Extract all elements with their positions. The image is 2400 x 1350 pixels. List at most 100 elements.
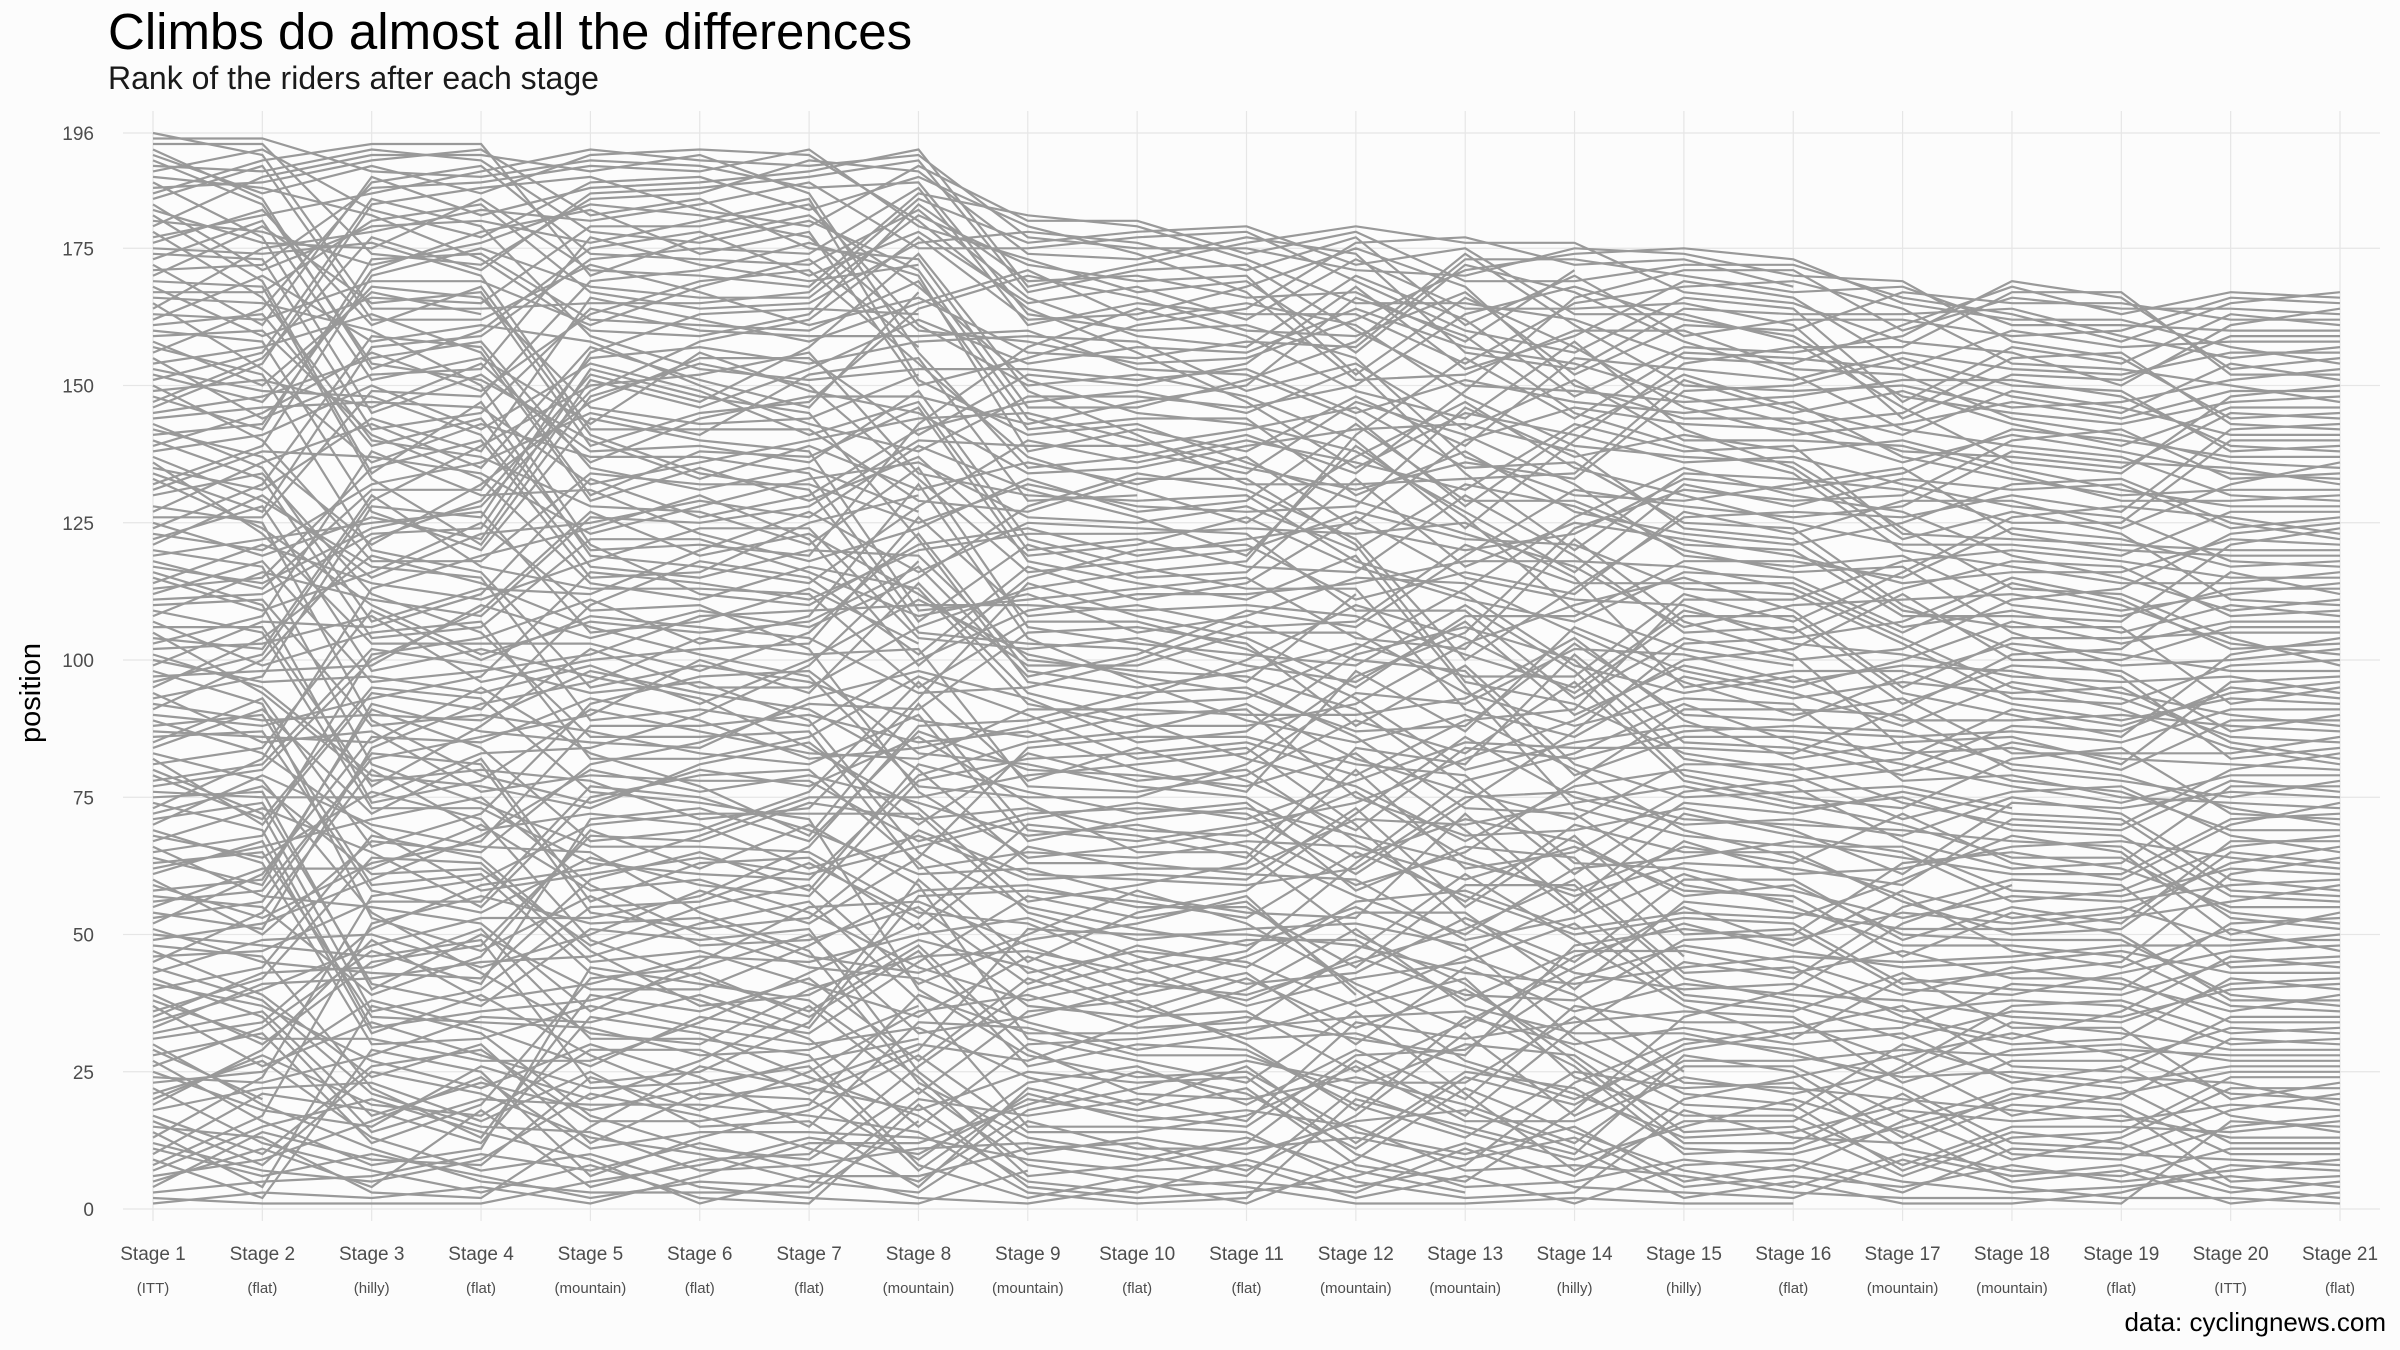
rider-line [152,894,2341,1139]
rider-line [152,790,2340,1161]
rider-line [152,197,2341,629]
rider-line [152,878,2341,1167]
rider-line [152,1004,2340,1205]
rider-line [152,153,2341,475]
rider-line [152,1021,2340,1200]
rider-line [152,192,2341,365]
rider-line [152,269,2340,557]
x-tick-label: Stage 13 [1427,1244,1503,1265]
rider-line [152,840,2340,1106]
rider-line [152,527,2340,717]
rider-lines [152,131,2341,1205]
rider-line [152,708,2341,931]
rider-line [152,1010,919,1117]
rider-line [152,796,1685,1073]
rider-line [152,510,2341,810]
x-tick-label: Stage 8 [886,1244,952,1265]
x-tick-sublabel: (mountain) [1867,1280,1939,1297]
rider-line [152,466,2341,925]
rider-line [153,329,2340,788]
rider-line [152,510,919,645]
rider-line [152,461,2341,810]
chart-title: Climbs do almost all the differences [108,3,913,60]
rider-line [152,966,1466,1194]
rider-line [152,669,2341,1013]
rider-line [152,148,2341,387]
y-tick-label: 50 [73,926,94,947]
x-tick-sublabel: (flat) [247,1280,277,1297]
x-tick-label: Stage 14 [1537,1244,1613,1265]
x-tick-label: Stage 21 [2302,1244,2378,1265]
x-tick-sublabel: (mountain) [1320,1280,1392,1297]
rider-line [152,944,2340,1145]
rider-line [152,505,2341,1161]
rider-line [152,307,2341,607]
x-tick-label: Stage 17 [1865,1244,1941,1265]
rider-line [152,768,2341,997]
rider-line [152,1004,2341,1205]
rider-line [152,214,2340,585]
rider-line [152,208,1357,684]
rider-line [152,131,2341,475]
rider-line [152,280,2341,547]
rider-line [152,384,2340,563]
rider-line [152,148,2341,469]
rider-line [152,549,2341,1101]
x-tick-sublabel: (hilly) [1557,1280,1593,1297]
rider-line [152,609,2340,777]
rider-line [152,461,2341,689]
rider-line [152,702,2340,1046]
rider-line [152,878,2341,1178]
rider-line [152,230,2341,821]
rider-line [152,653,2341,936]
x-tick-label: Stage 16 [1755,1244,1831,1265]
x-tick-label: Stage 11 [1209,1244,1284,1265]
chart-subtitle: Rank of the riders after each stage [108,60,599,96]
rider-line [152,801,2341,1205]
x-tick-sublabel: (flat) [1122,1280,1152,1297]
y-tick-label: 150 [62,377,94,398]
rider-line [152,214,2340,486]
rider-line [152,181,2341,404]
rider-line [152,521,2341,728]
x-tick-label: Stage 9 [995,1244,1061,1265]
x-tick-label: Stage 15 [1646,1244,1722,1265]
rider-line [152,186,2341,514]
rider-line [152,735,2341,964]
rider-line [152,851,919,1057]
y-tick-label: 0 [83,1200,94,1221]
rider-line [152,148,2340,420]
rider-line [152,949,2340,1161]
rider-line [152,752,2341,1046]
rider-line [152,669,2341,1007]
rider-line [152,571,2341,805]
rider-line [152,493,2340,771]
x-tick-sublabel: (mountain) [1429,1280,1501,1297]
rider-line [152,439,2341,755]
rider-line [153,203,2341,338]
rider-line [152,785,2341,1040]
y-axis-label: position [15,643,47,743]
rider-line [152,313,2341,634]
y-axis: 0 25 50 75 100 125 150 175 196 [62,124,94,1221]
rider-line [152,889,2340,1167]
rider-line [152,329,2340,727]
rider-line [152,856,2341,1046]
rider-line [152,774,2340,1178]
rider-line [152,296,2341,585]
rider-line [152,834,2341,1101]
rider-line [152,148,2341,420]
x-tick-label: Stage 2 [230,1244,296,1265]
rider-line [152,1015,2341,1183]
rider-line [152,598,2341,892]
rider-line [152,252,2341,546]
rider-line [152,1070,2341,1194]
rider-line [152,576,2341,876]
rider-line [152,252,2340,711]
rider-line [152,241,2341,771]
rider-line [152,439,919,590]
rider-line [152,142,2341,574]
rider-line [152,889,2340,1074]
rider-line [152,175,1576,343]
y-tick-label: 175 [62,239,94,260]
